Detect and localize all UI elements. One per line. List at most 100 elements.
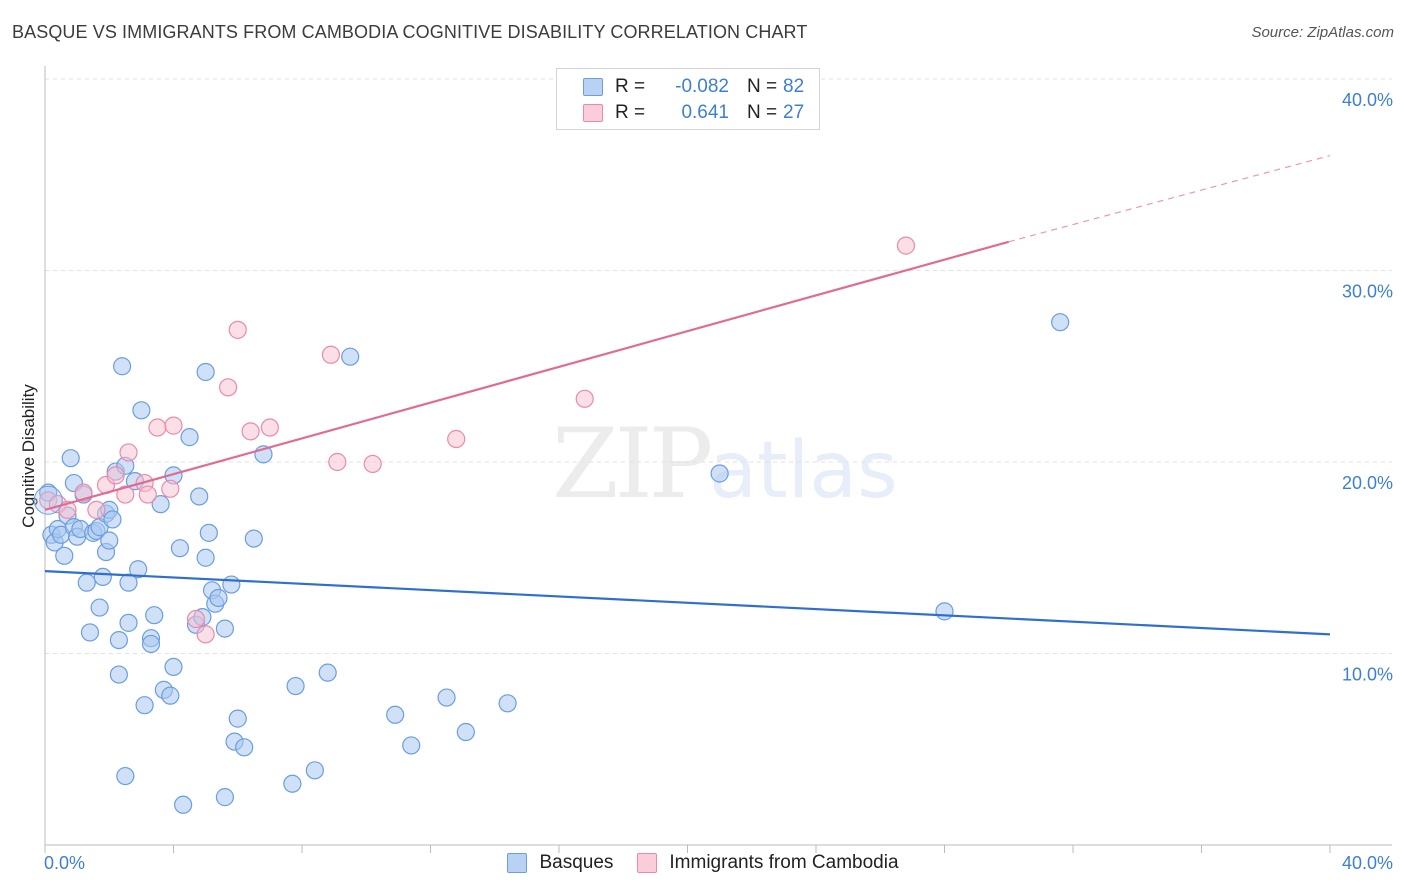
legend-n-label: N = [747, 102, 778, 123]
basques-point [215, 619, 234, 638]
basques-point [93, 567, 112, 587]
basques-point [215, 788, 234, 807]
basques-point [283, 774, 302, 793]
x-tick-label: 40.0% [1342, 853, 1393, 873]
cambodia-trendline [44, 240, 1010, 511]
cambodia-point [87, 500, 106, 519]
cambodia-point [575, 389, 594, 408]
cambodia-trendline-extension [1008, 155, 1331, 243]
cambodia-point [260, 418, 279, 437]
y-tick-label: 20.0% [1342, 473, 1393, 493]
basques-point [498, 694, 517, 713]
basques-point [456, 722, 475, 742]
cambodia-point [116, 485, 135, 504]
basques-point [222, 575, 241, 594]
basques-point [209, 588, 228, 608]
cambodia-point [328, 452, 347, 472]
legend-row-basques: R = -0.082 N = 82 [583, 75, 804, 99]
correlation-legend: R = -0.082 N = 82 R = 0.641 N = 27 [556, 68, 820, 130]
cambodia-point [196, 625, 215, 644]
series-legend: Basques Immigrants from Cambodia [0, 852, 1406, 874]
basques-point [80, 623, 100, 642]
cambodia-point [228, 320, 247, 339]
basques-point [129, 560, 148, 579]
basques-point [437, 688, 456, 707]
legend-item-cambodia[interactable]: Immigrants from Cambodia [637, 852, 899, 874]
legend-item-basques[interactable]: Basques [507, 852, 613, 874]
legend-n-value: 82 [783, 76, 805, 97]
chart-title: BASQUE VS IMMIGRANTS FROM CAMBODIA COGNI… [12, 22, 808, 42]
legend-r-value: 0.641 [681, 102, 729, 123]
legend-r-value: -0.082 [675, 76, 729, 97]
cambodia-point [106, 466, 125, 485]
legend-r-label: R = [615, 102, 646, 123]
basques-point [318, 663, 337, 682]
y-tick-label: 10.0% [1342, 665, 1393, 685]
basques-point [119, 613, 138, 632]
y-tick-label: 30.0% [1342, 282, 1393, 302]
cambodia-point [896, 236, 916, 255]
legend-label-basques: Basques [539, 852, 614, 873]
watermark-atlas: atlas [709, 426, 898, 516]
basques-point [77, 573, 96, 592]
basques-point [145, 606, 164, 625]
basques-point [180, 428, 199, 447]
basques-point [190, 487, 209, 506]
legend-swatch-blue [507, 853, 528, 873]
basques-point [228, 709, 247, 728]
basques-point [151, 495, 170, 514]
basques-point [109, 665, 128, 684]
basques-point [286, 676, 305, 696]
legend-swatch-blue [583, 78, 603, 96]
cambodia-point [219, 378, 238, 397]
basques-point [116, 766, 135, 786]
x-tick-label: 0.0% [44, 853, 85, 873]
cambodia-point [363, 454, 382, 474]
legend-row-cambodia: R = 0.641 N = 27 [583, 101, 804, 125]
basques-point [141, 634, 161, 654]
cambodia-point [447, 429, 466, 449]
legend-label-cambodia: Immigrants from Cambodia [669, 852, 899, 873]
cambodia-point [161, 479, 180, 498]
legend-r-label: R = [615, 76, 646, 97]
basques-point [305, 761, 324, 780]
basques-point [119, 573, 138, 592]
cambodia-point [321, 345, 341, 364]
basques-point [164, 657, 183, 677]
basques-point [61, 449, 80, 468]
basques-point [935, 602, 954, 621]
cambodia-point [148, 418, 167, 437]
legend-n-label: N = [747, 76, 778, 97]
basques-point [341, 347, 360, 366]
legend-swatch-pink [637, 853, 658, 873]
basques-point [132, 401, 151, 420]
basques-point [100, 531, 119, 550]
watermark-zip: ZIP [552, 408, 713, 520]
source-label: Source: ZipAtlas.com [1251, 24, 1394, 41]
basques-point [1051, 313, 1070, 332]
basques-point [196, 548, 215, 567]
basques-point [244, 529, 263, 548]
basques-point [170, 539, 190, 558]
basques-point [109, 630, 128, 650]
basques-point [161, 686, 180, 705]
cambodia-point [138, 485, 157, 504]
cambodia-point [119, 443, 138, 462]
basques-point [235, 738, 254, 757]
basques-point [402, 736, 421, 755]
cambodia-point [241, 422, 260, 441]
basques-point [710, 464, 729, 483]
basques-point [112, 357, 132, 376]
basques-point [386, 705, 405, 724]
watermark: ZIPatlas [552, 408, 898, 520]
basques-point [196, 362, 215, 382]
basques-point [199, 523, 218, 542]
basques-point [174, 795, 193, 814]
cambodia-point [164, 416, 183, 435]
basques-trendline [44, 570, 1331, 636]
basques-point [90, 598, 109, 617]
cambodia-point [186, 609, 206, 629]
basques-point [135, 696, 154, 715]
y-tick-label: 40.0% [1342, 90, 1393, 110]
